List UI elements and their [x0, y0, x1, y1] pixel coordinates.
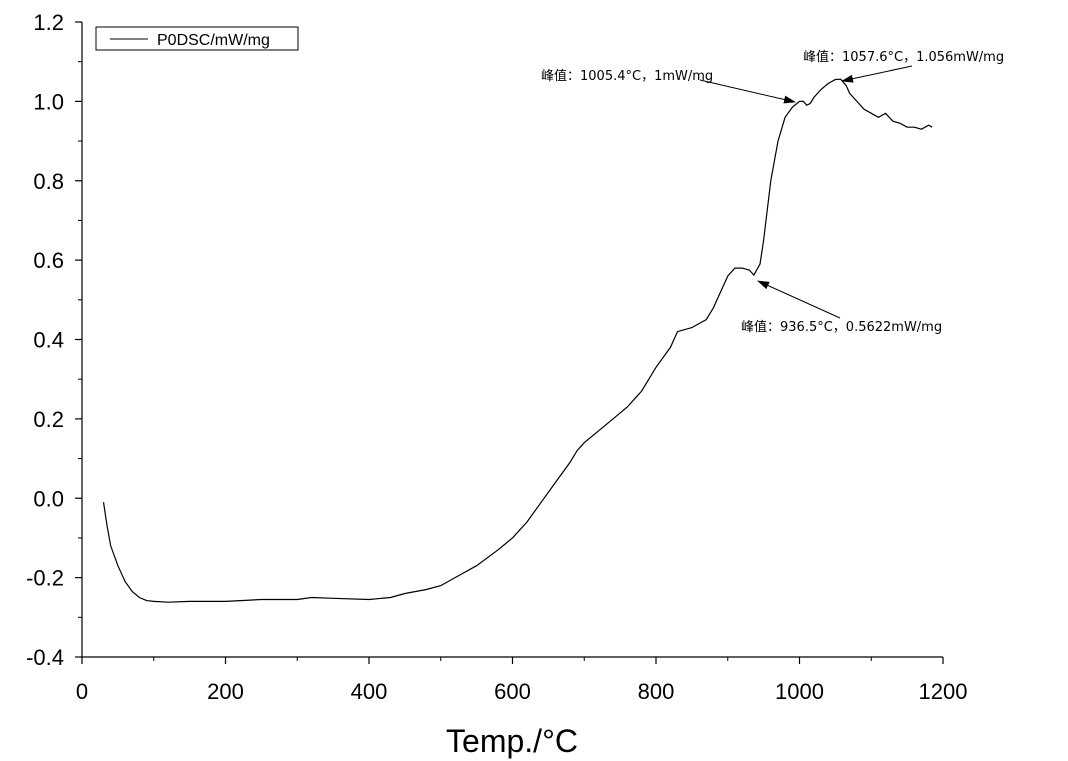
y-tick-label: 1.0 — [33, 89, 64, 114]
x-tick-label: 400 — [351, 679, 388, 704]
annotation-label: 峰值：1057.6°C，1.056mW/mg — [803, 49, 1004, 65]
annotation-arrow — [841, 65, 913, 83]
y-tick-label: -0.4 — [26, 645, 64, 670]
annotation-label: 峰值：936.5°C，0.5622mW/mg — [741, 319, 942, 335]
y-ticks: -0.4 -0.2 0.0 0.2 0.4 0.6 0.8 1.0 1.2 — [26, 10, 82, 670]
y-tick-label: -0.2 — [26, 566, 64, 591]
y-tick-label: 1.2 — [33, 10, 64, 35]
annotations: 峰值：1005.4°C，1mW/mg 峰值：1057.6°C，1.056mW/m… — [541, 49, 1004, 335]
legend-entry: P0DSC/mW/mg — [157, 32, 270, 49]
y-tick-label: 0.8 — [33, 169, 64, 194]
legend: P0DSC/mW/mg — [95, 26, 299, 51]
x-tick-label: 600 — [494, 679, 531, 704]
x-tick-label: 1200 — [919, 679, 968, 704]
x-tick-label: 200 — [207, 679, 244, 704]
x-tick-label: 800 — [638, 679, 675, 704]
series-line — [102, 78, 933, 603]
annotation-arrow — [757, 280, 841, 319]
y-tick-label: 0.4 — [33, 328, 64, 353]
annotation-arrow — [699, 79, 796, 104]
y-tick-label: 0.6 — [33, 248, 64, 273]
y-tick-label: 0.0 — [33, 486, 64, 511]
x-tick-label: 1000 — [775, 679, 824, 704]
annotation-label: 峰值：1005.4°C，1mW/mg — [541, 68, 713, 84]
plot-frame — [81, 22, 943, 658]
x-ticks: 0 200 400 600 800 1000 1200 — [76, 657, 968, 704]
x-axis-title: Temp./°C — [446, 723, 578, 759]
legend-box — [95, 26, 299, 51]
x-tick-label: 0 — [76, 679, 88, 704]
y-tick-label: 0.2 — [33, 407, 64, 432]
